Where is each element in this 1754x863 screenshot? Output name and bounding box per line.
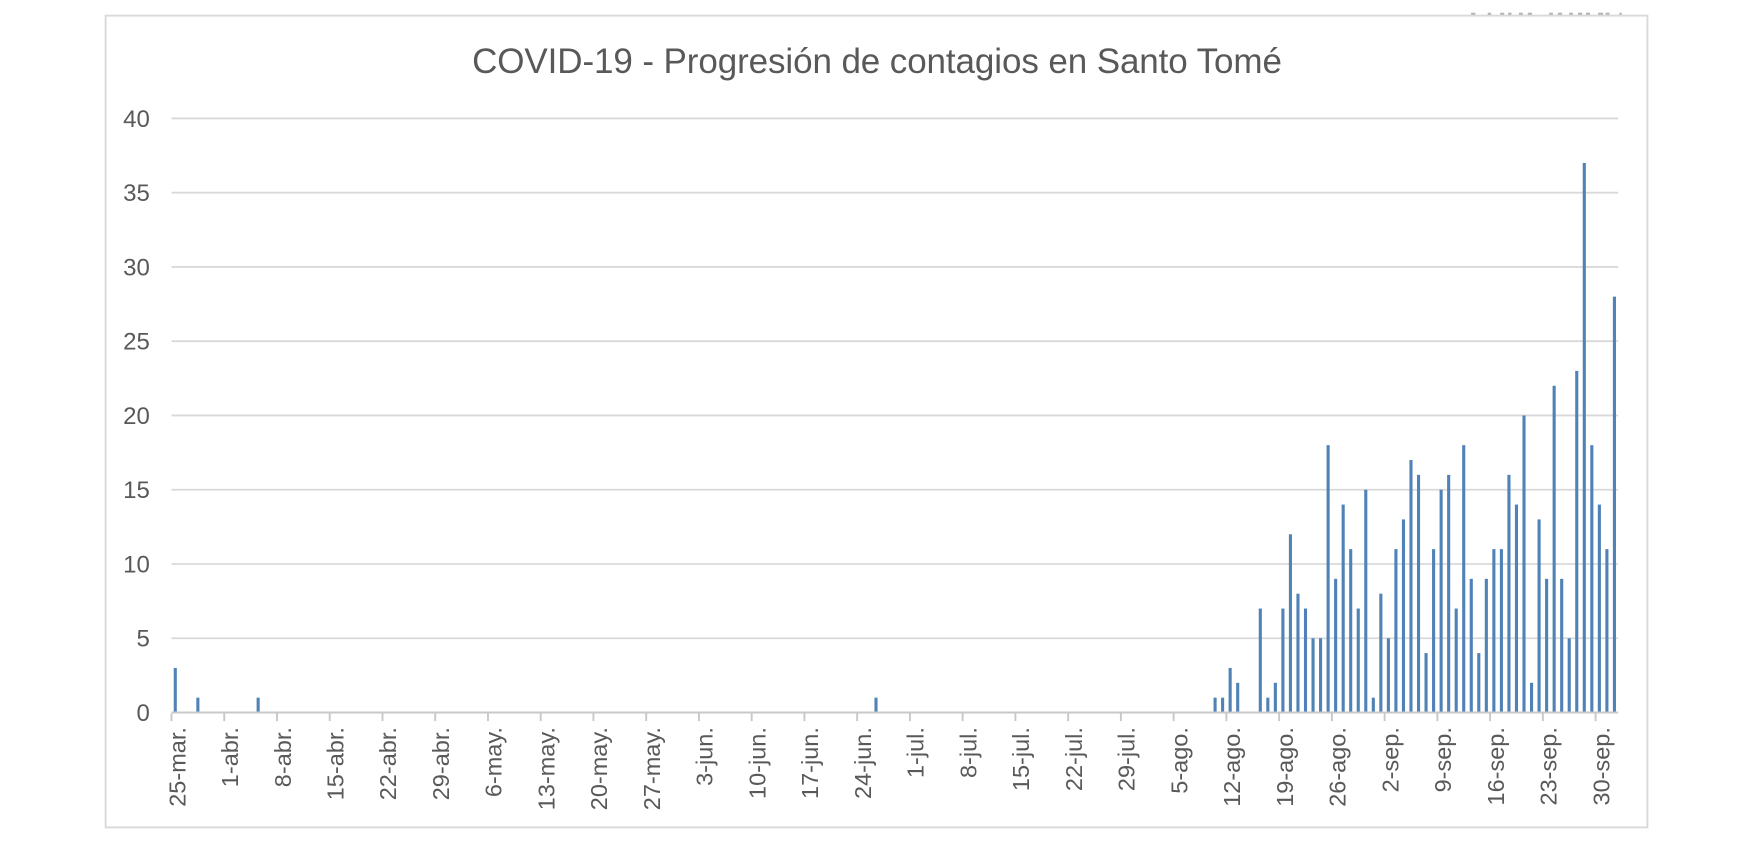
svg-text:22-abr.: 22-abr. bbox=[375, 727, 401, 800]
svg-text:27-may.: 27-may. bbox=[639, 727, 665, 810]
svg-text:2-sep.: 2-sep. bbox=[1377, 727, 1403, 792]
svg-text:20-may.: 20-may. bbox=[586, 727, 612, 810]
svg-text:8-abr.: 8-abr. bbox=[270, 727, 296, 787]
svg-text:25-mar.: 25-mar. bbox=[164, 727, 190, 807]
svg-text:15-jul.: 15-jul. bbox=[1008, 727, 1034, 791]
svg-text:10-jun.: 10-jun. bbox=[744, 727, 770, 799]
svg-text:25: 25 bbox=[123, 329, 150, 356]
svg-text:30: 30 bbox=[123, 254, 150, 281]
svg-text:12-ago.: 12-ago. bbox=[1219, 727, 1245, 807]
svg-text:COVID-19 - Progresión de conta: COVID-19 - Progresión de contagios en Sa… bbox=[472, 42, 1282, 81]
svg-text:15: 15 bbox=[123, 477, 150, 504]
svg-text:5: 5 bbox=[136, 626, 149, 653]
svg-text:5-ago.: 5-ago. bbox=[1166, 727, 1192, 794]
svg-text:0: 0 bbox=[136, 700, 149, 727]
svg-text:19-ago.: 19-ago. bbox=[1272, 727, 1298, 807]
svg-text:40: 40 bbox=[123, 106, 150, 133]
svg-text:23-sep.: 23-sep. bbox=[1536, 727, 1562, 805]
svg-text:1-abr.: 1-abr. bbox=[217, 727, 243, 787]
svg-text:29-jul.: 29-jul. bbox=[1114, 727, 1140, 791]
svg-text:1-jul.: 1-jul. bbox=[903, 727, 929, 778]
svg-text:17-jun.: 17-jun. bbox=[797, 727, 823, 799]
svg-text:10: 10 bbox=[123, 551, 150, 578]
svg-text:35: 35 bbox=[123, 180, 150, 207]
svg-text:3-jun.: 3-jun. bbox=[692, 727, 718, 786]
svg-text:6-may.: 6-may. bbox=[481, 727, 507, 797]
svg-text:20: 20 bbox=[123, 403, 150, 430]
svg-text:15-abr.: 15-abr. bbox=[323, 727, 349, 800]
svg-text:16-sep.: 16-sep. bbox=[1483, 727, 1509, 805]
svg-text:9-sep.: 9-sep. bbox=[1430, 727, 1456, 792]
svg-text:26-ago.: 26-ago. bbox=[1325, 727, 1351, 807]
svg-text:29-abr.: 29-abr. bbox=[428, 727, 454, 800]
svg-text:13-may.: 13-may. bbox=[533, 727, 559, 810]
svg-text:8-jul.: 8-jul. bbox=[955, 727, 981, 778]
svg-text:30-sep.: 30-sep. bbox=[1588, 727, 1614, 805]
svg-text:24-jun.: 24-jun. bbox=[850, 727, 876, 799]
svg-text:22-jul.: 22-jul. bbox=[1061, 727, 1087, 791]
